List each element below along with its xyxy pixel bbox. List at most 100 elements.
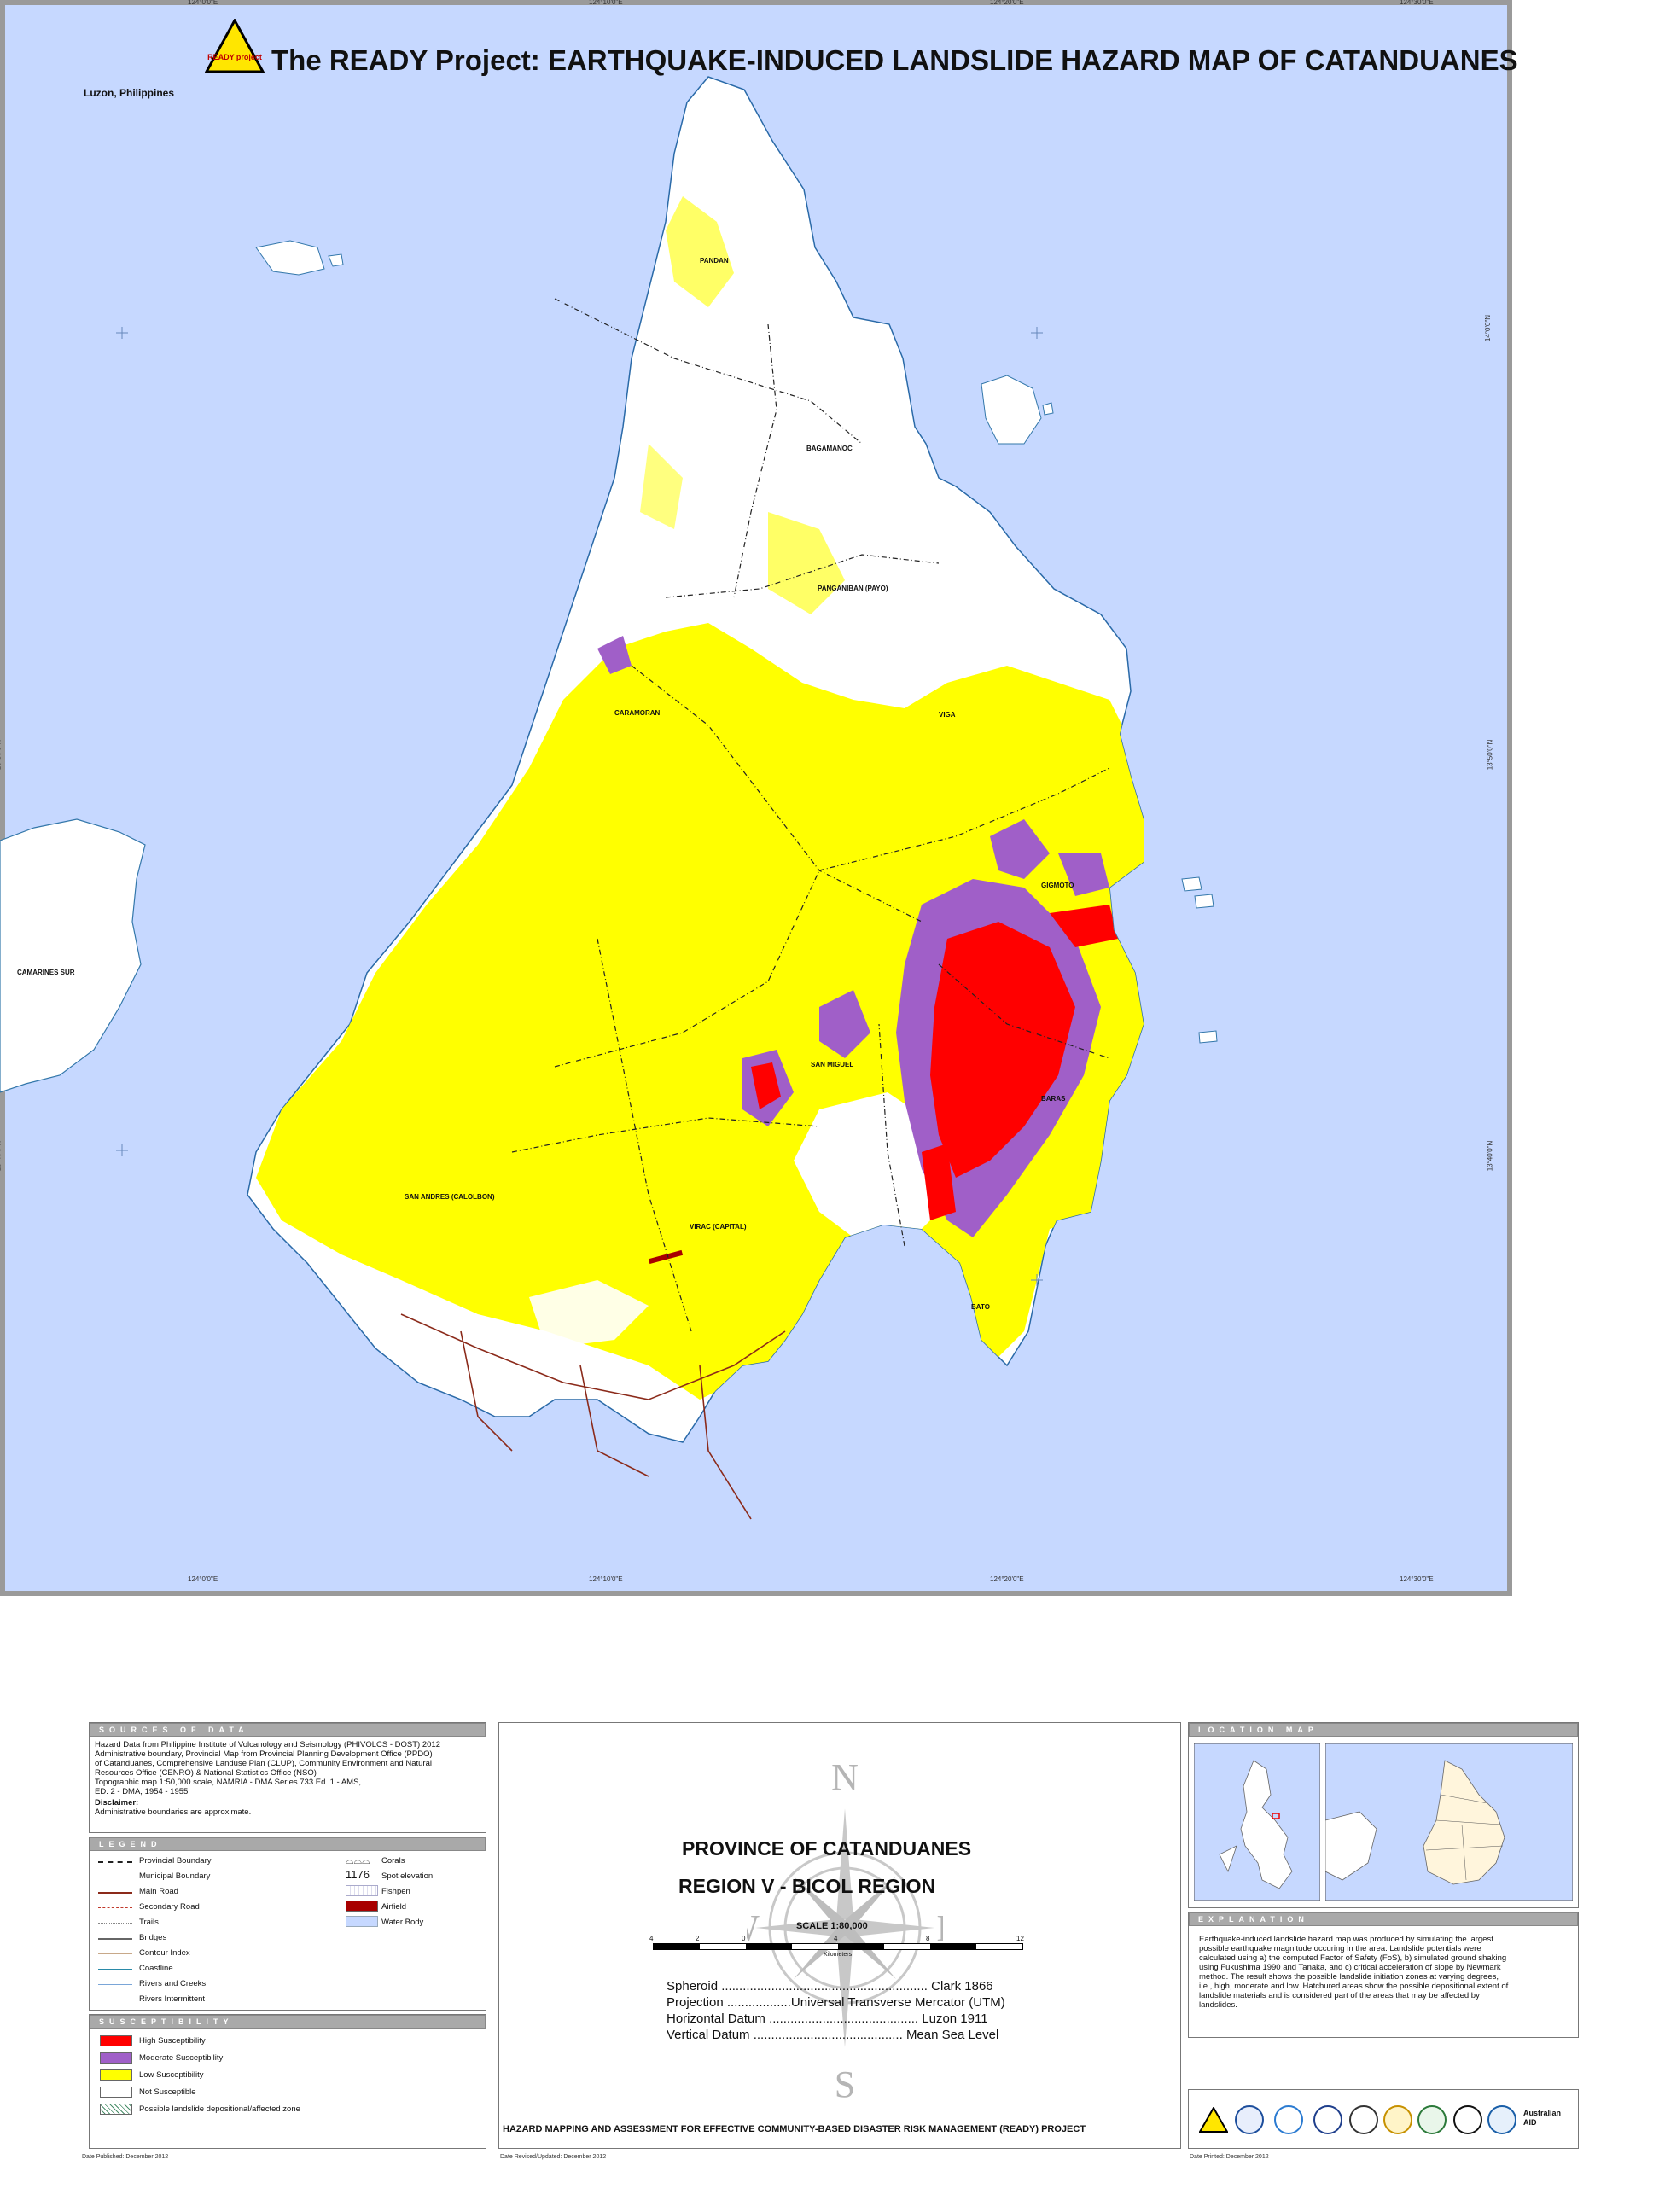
- explanation-line: using Fukushima 1990 and Tanaka, and c) …: [1199, 1963, 1501, 1972]
- dost-logo-icon: [1349, 2105, 1378, 2134]
- scale-tick: 2: [696, 1935, 700, 1942]
- high-susceptibility-zone: [930, 922, 1075, 1178]
- sources-panel: SOURCES OF DATA Hazard Data from Philipp…: [89, 1722, 486, 1833]
- coord-bottom-4: 124°30'0"E: [1400, 1575, 1434, 1583]
- explanation-line: method. The result shows the possible la…: [1199, 1972, 1499, 1982]
- place-caramoran: CARAMORAN: [614, 709, 661, 717]
- bicol-inset-map: [1325, 1743, 1573, 1901]
- place-bato: BATO: [971, 1303, 990, 1311]
- fishpen-symbol: [346, 1885, 378, 1896]
- coord-top-3: 124°20'0"E: [990, 0, 1024, 6]
- provincial-boundary-symbol: [98, 1861, 132, 1863]
- legend-panel: LEGEND Provincial Boundary Municipal Bou…: [89, 1837, 486, 2011]
- coord-right-1: 14°0'0"N: [1484, 314, 1493, 342]
- source-line: Administrative boundary, Provincial Map …: [95, 1749, 433, 1759]
- legend-rivers: Rivers and Creeks: [139, 1979, 207, 1988]
- explanation-line: landslides.: [1199, 2000, 1237, 2010]
- main-roads: [400, 1313, 786, 1520]
- not-susceptible-swatch: [100, 2087, 132, 2098]
- place-panganiban: PANGANIBAN (PAYO): [818, 585, 888, 592]
- date-printed: Date Printed: December 2012: [1190, 2154, 1269, 2160]
- project-footer: HAZARD MAPPING AND ASSESSMENT FOR EFFECT…: [503, 2124, 1086, 2134]
- explanation-panel: EXPLANATION Earthquake-induced landslide…: [1188, 1912, 1579, 2038]
- susceptibility-panel: SUSCEPTIBILITY High Susceptibility Moder…: [89, 2014, 486, 2149]
- disclaimer-label: Disclaimer:: [95, 1798, 139, 1807]
- scale-tick: 0: [742, 1935, 746, 1942]
- spec-spheroid: Spheroid ...............................…: [667, 1979, 993, 1994]
- source-line: Resources Office (CENRO) & National Stat…: [95, 1768, 317, 1778]
- hazard-map[interactable]: CAMARINES SUR: [0, 0, 1512, 1596]
- depositional-swatch: [100, 2104, 132, 2115]
- ready-small-logo-icon: [1199, 2107, 1228, 2133]
- compass-s: S: [835, 2064, 855, 2098]
- rivers-symbol: [98, 1984, 132, 1985]
- spec-horizontal-datum: Horizontal Datum .......................…: [667, 2011, 988, 2026]
- contour-index-symbol: [98, 1953, 132, 1954]
- phivolcs-logo-icon: [1274, 2105, 1303, 2134]
- legend-spot-elevation: Spot elevation: [381, 1871, 434, 1881]
- legend-provincial-boundary: Provincial Boundary: [139, 1856, 212, 1866]
- page-title: The READY Project: EARTHQUAKE-INDUCED LA…: [271, 44, 1518, 76]
- coord-bottom-1: 124°0'0"E: [188, 1575, 218, 1583]
- main-road-symbol: [98, 1892, 132, 1894]
- legend-corals: Corals: [381, 1856, 405, 1866]
- place-gigmoto: GIGMOTO: [1041, 882, 1074, 889]
- compass-e: E: [937, 1907, 943, 1949]
- explanation-line: i.e., high, moderate and low. Hatchured …: [1199, 1982, 1509, 1991]
- date-published: Date Published: December 2012: [82, 2154, 169, 2160]
- bridges-symbol: [98, 1938, 132, 1940]
- water-body-symbol: [346, 1916, 378, 1927]
- airfield: [648, 1249, 684, 1265]
- spec-vertical-datum: Vertical Datum .........................…: [667, 2028, 999, 2042]
- namria-logo-icon: [1417, 2105, 1447, 2134]
- north-arrow-compass-icon: N S W E: [747, 1757, 943, 2098]
- scale-text: SCALE 1:80,000: [796, 1921, 868, 1931]
- legend-airfield: Airfield: [381, 1902, 407, 1912]
- map-canvas[interactable]: CAMARINES SUR: [0, 0, 1502, 1586]
- legend-main-road: Main Road: [139, 1887, 178, 1896]
- explanation-line: Earthquake-induced landslide hazard map …: [1199, 1935, 1493, 1944]
- spot-elevation-value: 1176: [346, 1868, 370, 1881]
- susceptibility-heading: SUSCEPTIBILITY: [90, 2015, 486, 2029]
- scale-tick: 8: [926, 1935, 930, 1942]
- legend-secondary-road: Secondary Road: [139, 1902, 200, 1912]
- legend-moderate: Moderate Susceptibility: [139, 2053, 224, 2063]
- source-line: ED. 2 - DMA, 1954 - 1955: [95, 1787, 189, 1796]
- undp-logo-icon: [1487, 2105, 1516, 2134]
- philippines-inset-map: [1194, 1743, 1320, 1901]
- title-block-panel: N S W E PROVINCE OF CATANDUANES REGION V…: [498, 1722, 1181, 2149]
- place-pandan: PANDAN: [700, 257, 729, 265]
- legend-depositional: Possible landslide depositional/affected…: [139, 2104, 300, 2114]
- province-title: PROVINCE OF CATANDUANES: [682, 1837, 972, 1860]
- legend-not-susceptible: Not Susceptible: [139, 2087, 196, 2097]
- place-baras: BARAS: [1041, 1095, 1066, 1103]
- coastline-symbol: [98, 1969, 132, 1970]
- mgb-logo-icon: [1383, 2105, 1412, 2134]
- region-title: REGION V - BICOL REGION: [678, 1875, 936, 1897]
- sources-heading: SOURCES OF DATA: [90, 1723, 486, 1737]
- page-subtitle: Luzon, Philippines: [84, 87, 174, 99]
- australian-aid-logo: Australian AID: [1523, 2109, 1562, 2127]
- place-bagamanoc: BAGAMANOC: [806, 445, 853, 452]
- coord-top-1: 124°0'0"E: [188, 0, 218, 6]
- legend-trails: Trails: [139, 1918, 159, 1927]
- legend-municipal-boundary: Municipal Boundary: [139, 1871, 211, 1881]
- low-swatch: [100, 2069, 132, 2081]
- source-line: Hazard Data from Philippine Institute of…: [95, 1740, 440, 1749]
- place-camarines-sur: CAMARINES SUR: [17, 969, 75, 976]
- municipal-boundaries: [511, 298, 1110, 1332]
- ocd-logo-icon: [1313, 2105, 1342, 2134]
- explanation-heading: EXPLANATION: [1189, 1912, 1578, 1926]
- explanation-line: calculated using a) the computed Factor …: [1199, 1953, 1507, 1963]
- place-san-miguel: SAN MIGUEL: [811, 1061, 853, 1068]
- legend-low: Low Susceptibility: [139, 2070, 204, 2080]
- source-line: Topographic map 1:50,000 scale, NAMRIA -…: [95, 1778, 362, 1787]
- scale-tick: 12: [1016, 1935, 1024, 1942]
- airfield-symbol: [346, 1901, 378, 1912]
- legend-high: High Susceptibility: [139, 2036, 206, 2046]
- ready-logo-text: READY project: [207, 53, 262, 61]
- coord-right-2: 13°50'0"N: [1486, 739, 1494, 771]
- scale-tick: 4: [834, 1935, 838, 1942]
- legend-contour-index: Contour Index: [139, 1948, 190, 1958]
- coord-top-4: 124°30'0"E: [1400, 0, 1434, 6]
